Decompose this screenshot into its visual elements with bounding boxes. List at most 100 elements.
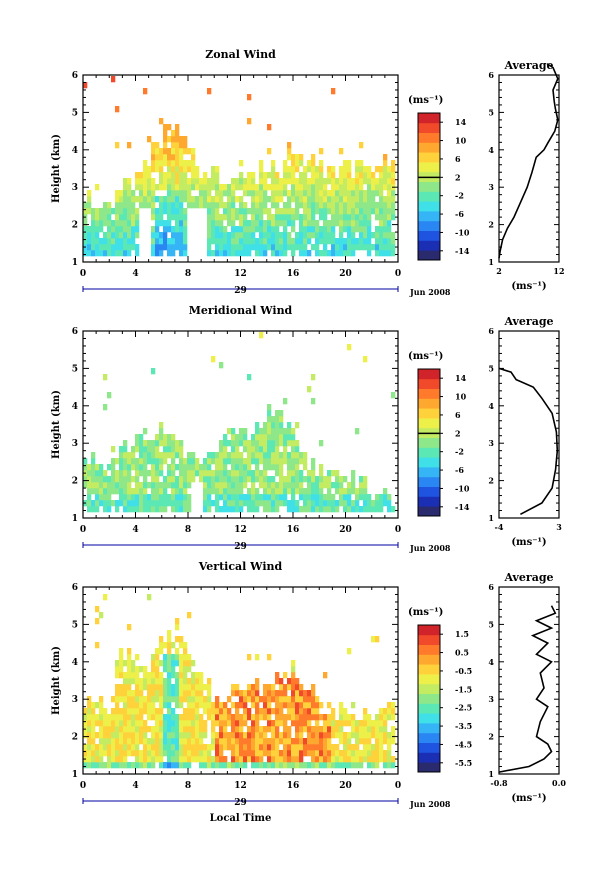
heatmap-cell bbox=[383, 762, 388, 769]
heatmap-cell bbox=[111, 708, 116, 715]
heatmap-cell bbox=[307, 214, 312, 221]
heatmap-cell bbox=[223, 714, 228, 721]
x-tick-label: 12 bbox=[234, 525, 247, 535]
heatmap-cell bbox=[315, 506, 320, 513]
heatmap-cell bbox=[271, 506, 276, 513]
heatmap-cell bbox=[87, 708, 92, 715]
x-tick-label: 0 bbox=[80, 781, 86, 791]
date-label: Jun 2008 bbox=[409, 543, 451, 553]
heatmap-cell bbox=[259, 214, 264, 221]
heatmap-cell bbox=[167, 666, 172, 673]
heatmap-cell bbox=[371, 244, 376, 251]
heatmap-cell bbox=[279, 250, 284, 257]
heatmap-cell bbox=[303, 702, 308, 709]
heatmap-cell bbox=[171, 202, 176, 209]
colorbar-tick-label: 14 bbox=[455, 373, 467, 383]
heatmap-cell bbox=[251, 732, 256, 739]
heatmap-cell bbox=[275, 178, 280, 185]
heatmap-cell bbox=[363, 214, 368, 221]
heatmap-cell bbox=[283, 750, 288, 757]
heatmap-cell bbox=[243, 500, 248, 507]
heatmap-cell bbox=[147, 470, 152, 477]
heatmap-cell bbox=[243, 702, 248, 709]
heatmap-cell bbox=[331, 470, 336, 477]
heatmap-cell bbox=[231, 690, 236, 697]
heatmap-cell bbox=[115, 482, 120, 489]
heatmap-cell bbox=[167, 148, 172, 155]
heatmap-cell bbox=[179, 506, 184, 513]
heatmap-cell bbox=[343, 738, 348, 745]
heatmap-cell bbox=[155, 726, 160, 733]
heatmap-cell bbox=[183, 178, 188, 185]
heatmap-cell bbox=[219, 464, 224, 471]
heatmap-cell bbox=[143, 196, 148, 203]
heatmap-cell bbox=[267, 690, 272, 697]
heatmap-cell bbox=[235, 440, 240, 447]
heatmap-cell bbox=[135, 756, 140, 763]
heatmap-cell bbox=[263, 750, 268, 757]
heatmap-cell bbox=[163, 488, 168, 495]
heatmap-cell bbox=[183, 238, 188, 245]
heatmap-cell bbox=[147, 756, 152, 763]
heatmap-cell bbox=[159, 732, 164, 739]
heatmap-cell bbox=[227, 506, 232, 513]
heatmap-cell bbox=[151, 458, 156, 465]
heatmap-cell bbox=[323, 196, 328, 203]
heatmap-cell bbox=[127, 214, 132, 221]
heatmap-cell bbox=[243, 708, 248, 715]
heatmap-cell bbox=[155, 738, 160, 745]
heatmap-cell bbox=[123, 220, 128, 227]
heatmap-cell bbox=[147, 672, 152, 679]
heatmap-cell bbox=[339, 494, 344, 501]
heatmap-cell bbox=[183, 488, 188, 495]
heatmap-cell bbox=[119, 238, 124, 245]
heatmap-cell bbox=[215, 738, 220, 745]
heatmap-cell bbox=[227, 190, 232, 197]
heatmap-cell bbox=[175, 672, 180, 679]
heatmap-cell bbox=[127, 482, 132, 489]
colorbar-swatch bbox=[418, 220, 440, 231]
heatmap-cell bbox=[271, 428, 276, 435]
heatmap-cell bbox=[251, 202, 256, 209]
heatmap-cell bbox=[347, 744, 352, 751]
heatmap-cell bbox=[331, 88, 336, 95]
colorbar-swatch bbox=[418, 113, 440, 124]
heatmap-cell bbox=[123, 696, 128, 703]
heatmap-cell bbox=[151, 494, 156, 501]
heatmap-cell bbox=[199, 470, 204, 477]
heatmap-cell bbox=[291, 244, 296, 251]
heatmap-cell bbox=[175, 238, 180, 245]
heatmap-cell bbox=[131, 726, 136, 733]
heatmap-cell bbox=[367, 172, 372, 179]
heatmap-cell bbox=[307, 690, 312, 697]
heatmap-cell bbox=[287, 434, 292, 441]
heatmap-cell bbox=[187, 476, 192, 483]
heatmap-cell bbox=[371, 190, 376, 197]
colorbar-tick-label: 6 bbox=[455, 410, 461, 420]
heatmap-cell bbox=[147, 702, 152, 709]
heatmap-cell bbox=[171, 738, 176, 745]
heatmap-cell bbox=[367, 196, 372, 203]
heatmap-cell bbox=[307, 386, 312, 393]
heatmap-cell bbox=[187, 160, 192, 167]
heatmap-cell bbox=[135, 440, 140, 447]
heatmap-cell bbox=[351, 500, 356, 507]
heatmap-cell bbox=[259, 458, 264, 465]
heatmap-cell bbox=[163, 136, 168, 143]
heatmap-cell bbox=[307, 196, 312, 203]
heatmap-cell bbox=[119, 654, 124, 661]
heatmap-cell bbox=[175, 220, 180, 227]
colorbar-swatch bbox=[418, 122, 440, 133]
heatmap-cell bbox=[291, 464, 296, 471]
heatmap-cell bbox=[231, 726, 236, 733]
heatmap-cell bbox=[203, 744, 208, 751]
heatmap-cell bbox=[135, 464, 140, 471]
heatmap-cell bbox=[107, 464, 112, 471]
heatmap-cell bbox=[275, 696, 280, 703]
heatmap-cell bbox=[279, 238, 284, 245]
heatmap-cell bbox=[379, 196, 384, 203]
heatmap-cell bbox=[175, 762, 180, 769]
heatmap-cell bbox=[199, 672, 204, 679]
heatmap-cell bbox=[263, 172, 268, 179]
heatmap-cell bbox=[279, 440, 284, 447]
